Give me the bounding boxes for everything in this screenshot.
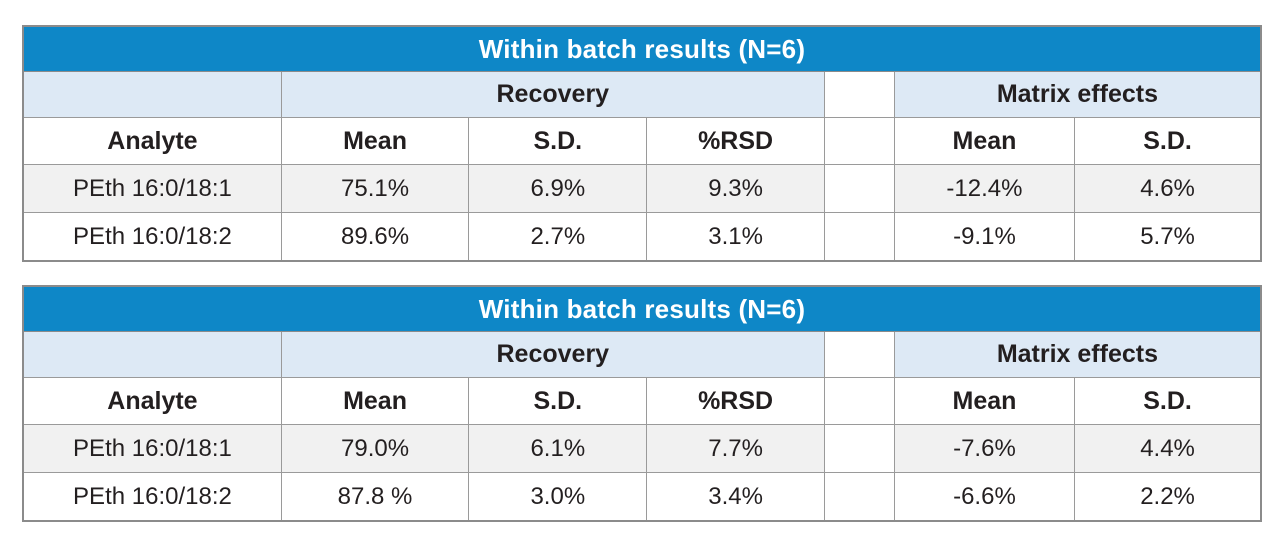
- analyte-cell: PEth 16:0/18:1: [22, 424, 282, 473]
- column-header-matrix-sd: S.D.: [1074, 117, 1262, 165]
- column-header-matrix-sd: S.D.: [1074, 377, 1262, 425]
- recovery-sd-cell: 6.9%: [468, 164, 648, 213]
- recovery-sd-cell: 3.0%: [468, 472, 648, 522]
- analyte-cell: PEth 16:0/18:1: [22, 164, 282, 213]
- group-header-row: Recovery Matrix effects: [22, 331, 1262, 378]
- column-header-recovery-sd: S.D.: [468, 117, 648, 165]
- recovery-mean-cell: 87.8 %: [280, 472, 470, 522]
- column-header-recovery-mean: Mean: [280, 377, 470, 425]
- spacer-column-cell: [823, 472, 895, 522]
- column-header-recovery-mean: Mean: [280, 117, 470, 165]
- matrix-sd-cell: 5.7%: [1074, 212, 1262, 262]
- recovery-mean-cell: 79.0%: [280, 424, 470, 473]
- spacer-column-cell: [823, 71, 895, 118]
- column-header-row: Analyte Mean S.D. %RSD Mean S.D.: [22, 117, 1262, 165]
- recovery-sd-cell: 6.1%: [468, 424, 648, 473]
- table-row: PEth 16:0/18:1 75.1% 6.9% 9.3% -12.4% 4.…: [22, 164, 1262, 213]
- group-header-matrix-effects: Matrix effects: [893, 71, 1262, 118]
- within-batch-results-table-2: Within batch results (N=6) Recovery Matr…: [22, 285, 1262, 522]
- group-header-empty-cell: [22, 331, 282, 378]
- recovery-mean-cell: 89.6%: [280, 212, 470, 262]
- column-header-analyte: Analyte: [22, 377, 282, 425]
- column-header-matrix-mean: Mean: [893, 117, 1076, 165]
- spacer-column-cell: [823, 212, 895, 262]
- spacer-column-cell: [823, 164, 895, 213]
- matrix-sd-cell: 4.6%: [1074, 164, 1262, 213]
- recovery-rsd-cell: 3.4%: [646, 472, 825, 522]
- group-header-recovery: Recovery: [280, 71, 825, 118]
- recovery-mean-cell: 75.1%: [280, 164, 470, 213]
- matrix-mean-cell: -7.6%: [893, 424, 1076, 473]
- table-row: PEth 16:0/18:1 79.0% 6.1% 7.7% -7.6% 4.4…: [22, 424, 1262, 473]
- column-header-matrix-mean: Mean: [893, 377, 1076, 425]
- group-header-matrix-effects: Matrix effects: [893, 331, 1262, 378]
- recovery-rsd-cell: 9.3%: [646, 164, 825, 213]
- table-title-row: Within batch results (N=6): [22, 285, 1262, 332]
- table-title-row: Within batch results (N=6): [22, 25, 1262, 72]
- spacer-column-cell: [823, 117, 895, 165]
- column-header-recovery-sd: S.D.: [468, 377, 648, 425]
- recovery-rsd-cell: 3.1%: [646, 212, 825, 262]
- spacer-column-cell: [823, 424, 895, 473]
- group-header-recovery: Recovery: [280, 331, 825, 378]
- matrix-mean-cell: -6.6%: [893, 472, 1076, 522]
- matrix-sd-cell: 2.2%: [1074, 472, 1262, 522]
- spacer-column-cell: [823, 377, 895, 425]
- recovery-rsd-cell: 7.7%: [646, 424, 825, 473]
- matrix-mean-cell: -9.1%: [893, 212, 1076, 262]
- analyte-cell: PEth 16:0/18:2: [22, 212, 282, 262]
- table-title: Within batch results (N=6): [22, 285, 1262, 332]
- table-row: PEth 16:0/18:2 87.8 % 3.0% 3.4% -6.6% 2.…: [22, 472, 1262, 522]
- table-title: Within batch results (N=6): [22, 25, 1262, 72]
- matrix-sd-cell: 4.4%: [1074, 424, 1262, 473]
- column-header-recovery-rsd: %RSD: [646, 377, 825, 425]
- recovery-sd-cell: 2.7%: [468, 212, 648, 262]
- table-row: PEth 16:0/18:2 89.6% 2.7% 3.1% -9.1% 5.7…: [22, 212, 1262, 262]
- within-batch-results-table-1: Within batch results (N=6) Recovery Matr…: [22, 25, 1262, 262]
- column-header-recovery-rsd: %RSD: [646, 117, 825, 165]
- group-header-row: Recovery Matrix effects: [22, 71, 1262, 118]
- group-header-empty-cell: [22, 71, 282, 118]
- column-header-analyte: Analyte: [22, 117, 282, 165]
- analyte-cell: PEth 16:0/18:2: [22, 472, 282, 522]
- matrix-mean-cell: -12.4%: [893, 164, 1076, 213]
- column-header-row: Analyte Mean S.D. %RSD Mean S.D.: [22, 377, 1262, 425]
- spacer-column-cell: [823, 331, 895, 378]
